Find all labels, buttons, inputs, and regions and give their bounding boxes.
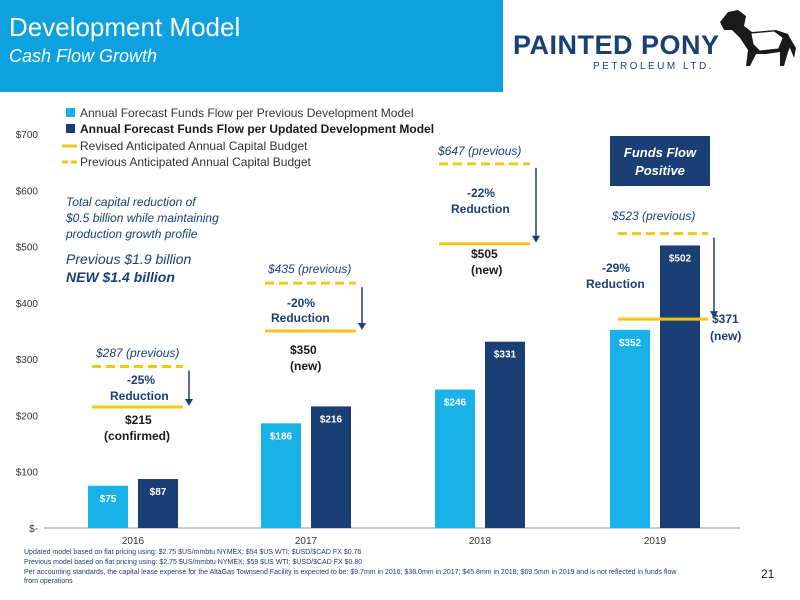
- y-tick-label: $300: [16, 355, 39, 366]
- footnote-3: Per accounting standards, the capital le…: [24, 569, 677, 585]
- reduction-pct-2018: -22%: [467, 186, 495, 200]
- legend-label-revised: Revised Anticipated Annual Capital Budge…: [80, 139, 308, 153]
- new-value-2019: $371: [712, 312, 739, 326]
- reduction-pct-2016: -25%: [127, 373, 155, 387]
- reduction-pct-2019: -29%: [602, 261, 630, 275]
- note-line-2: $0.5 billion while maintaining: [65, 211, 219, 225]
- legend-swatch-previous: [66, 108, 75, 117]
- x-tick-label: 2019: [644, 536, 667, 547]
- bar-value-label: $331: [494, 350, 517, 361]
- bar-value-label: $87: [150, 487, 167, 498]
- logo-subtext: PETROLEUM LTD.: [593, 61, 714, 72]
- x-tick-label: 2016: [122, 536, 145, 547]
- logo-wordmark: PAINTED PONY: [513, 30, 720, 60]
- pony-logo-icon: [720, 10, 796, 66]
- reduction-pct-2017: -20%: [287, 296, 315, 310]
- previous-total: Previous $1.9 billion: [66, 251, 192, 267]
- reduction-arrowhead-2016: [185, 398, 193, 406]
- new-value-2017: $350: [290, 343, 317, 357]
- footnote-2: Previous model based on flat pricing usi…: [24, 559, 363, 566]
- funds-flow-chart: $- $100 $200 $300 $400 $500 $600 $700 $75 $87 $18…: [16, 106, 742, 547]
- reduction-word-2019: Reduction: [586, 277, 645, 291]
- x-tick-label: 2017: [295, 536, 318, 547]
- y-tick-label: $-: [29, 524, 38, 535]
- legend-swatch-updated: [66, 124, 75, 133]
- y-tick-label: $200: [16, 411, 39, 422]
- note-line-1: Total capital reduction of: [66, 195, 197, 209]
- bar-updated-2017: [311, 406, 351, 528]
- new-note-2017: (new): [290, 359, 321, 373]
- bar-updated-2019: [660, 245, 700, 528]
- y-tick-label: $100: [16, 468, 39, 479]
- bar-value-label: $186: [270, 431, 293, 442]
- reduction-arrowhead-2017: [358, 323, 366, 330]
- funds-flow-callout: [610, 136, 710, 186]
- reduction-word-2016: Reduction: [110, 389, 169, 403]
- x-tick-label: 2018: [469, 536, 492, 547]
- new-value-2018: $505: [471, 247, 498, 261]
- prev-label-2017: $435 (previous): [267, 262, 351, 276]
- footnote-1: Updated model based on flat pricing usin…: [24, 549, 362, 556]
- page-subtitle: Cash Flow Growth: [9, 46, 158, 66]
- y-tick-label: $600: [16, 186, 39, 197]
- legend-label-previous: Annual Forecast Funds Flow per Previous …: [80, 106, 414, 120]
- bar-value-label: $216: [320, 414, 343, 425]
- bar-previous-2019: [610, 329, 650, 528]
- legend-label-updated: Annual Forecast Funds Flow per Updated D…: [80, 122, 434, 136]
- y-tick-label: $400: [16, 299, 39, 310]
- page-title: Development Model: [9, 12, 241, 42]
- y-tick-label: $700: [16, 130, 39, 141]
- bar-updated-2018: [485, 341, 525, 528]
- header-bar: Development Model Cash Flow Growth PAINT…: [0, 0, 800, 92]
- bar-value-label: $502: [669, 253, 692, 264]
- reduction-arrowhead-2019: [710, 311, 718, 319]
- prev-label-2019: $523 (previous): [611, 209, 695, 223]
- new-total: NEW $1.4 billion: [66, 269, 175, 285]
- new-note-2019: (new): [710, 329, 741, 343]
- new-note-2016: (confirmed): [104, 429, 170, 443]
- bar-updated-2016: [138, 479, 178, 528]
- callout-line-1: Funds Flow: [624, 145, 697, 160]
- note-line-3: production growth profile: [65, 227, 198, 241]
- bar-previous-2017: [261, 423, 301, 528]
- page-number: 21: [761, 567, 775, 581]
- prev-label-2016: $287 (previous): [95, 346, 179, 360]
- new-value-2016: $215: [125, 413, 152, 427]
- y-tick-label: $500: [16, 243, 39, 254]
- reduction-word-2017: Reduction: [271, 311, 330, 325]
- new-note-2018: (new): [471, 263, 502, 277]
- bar-previous-2016: [88, 485, 128, 528]
- bar-previous-2018: [435, 389, 475, 528]
- reduction-arrowhead-2018: [532, 235, 540, 243]
- legend-label-previous-budget: Previous Anticipated Annual Capital Budg…: [80, 155, 311, 169]
- reduction-word-2018: Reduction: [451, 202, 510, 216]
- bar-value-label: $352: [619, 338, 642, 349]
- bar-value-label: $75: [100, 494, 117, 505]
- bar-value-label: $246: [444, 398, 467, 409]
- callout-line-2: Positive: [635, 163, 685, 178]
- prev-label-2018: $647 (previous): [437, 144, 521, 158]
- company-logo: PAINTED PONY PETROLEUM LTD.: [503, 0, 800, 92]
